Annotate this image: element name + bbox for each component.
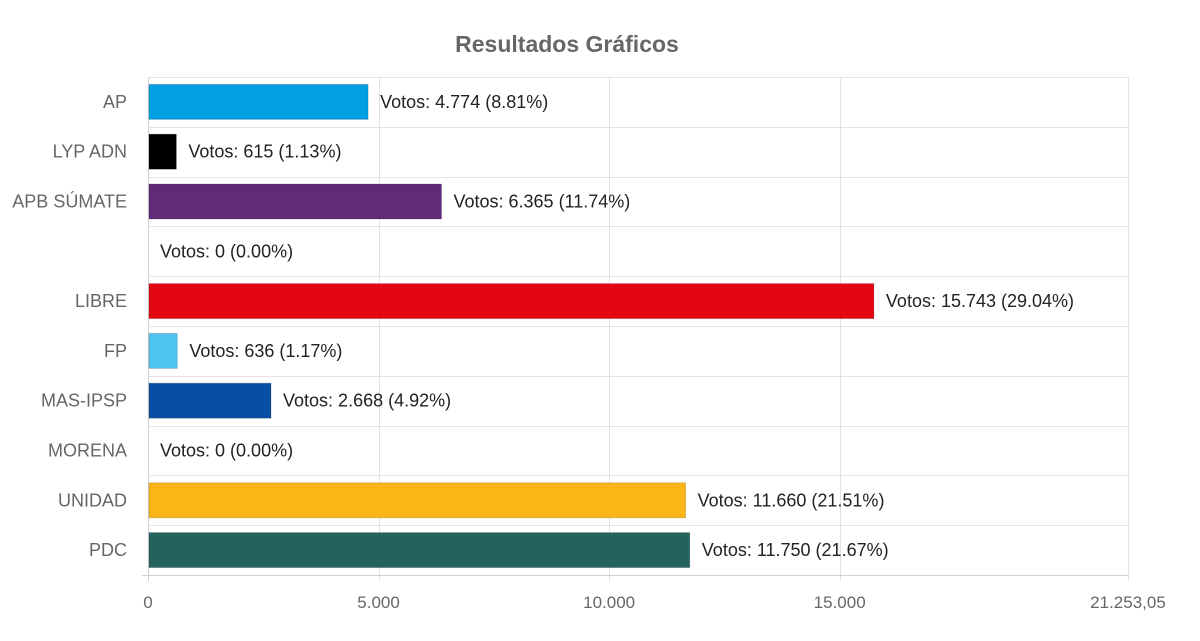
x-axis-ticks: 0 5.000 10.000 15.000 21.253,05 — [143, 593, 1166, 612]
data-label: Votos: 15.743 (29.04%) — [886, 291, 1074, 311]
bar[interactable] — [148, 332, 178, 369]
category-label: UNIDAD — [58, 490, 127, 510]
data-label: Votos: 4.774 (8.81%) — [380, 92, 548, 112]
data-labels: Votos: 4.774 (8.81%) Votos: 615 (1.13%) Vo… — [160, 92, 1074, 560]
x-tick-label: 0 — [143, 593, 152, 612]
data-label: Votos: 615 (1.13%) — [188, 142, 341, 162]
category-label: MAS-IPSP — [41, 391, 127, 411]
category-label: PDC — [89, 540, 127, 560]
category-labels: AP LYP ADN APB SÚMATE LIBRE FP MAS-IPSP MORENA… — [12, 92, 127, 560]
data-label: Votos: 6.365 (11.74%) — [453, 192, 630, 212]
data-label: Votos: 0 (0.00%) — [160, 441, 293, 461]
grid — [142, 77, 1129, 581]
category-label: MORENA — [48, 441, 127, 461]
category-label: LIBRE — [75, 291, 127, 311]
data-label: Votos: 636 (1.17%) — [189, 341, 342, 361]
category-label: APB SÚMATE — [12, 191, 127, 212]
data-label: Votos: 11.660 (21.51%) — [698, 490, 885, 510]
category-label: AP — [103, 92, 127, 112]
bar[interactable] — [148, 482, 687, 519]
chart-title: Resultados Gráficos — [455, 31, 679, 57]
bar[interactable] — [148, 283, 875, 320]
bar[interactable] — [148, 183, 442, 220]
bar[interactable] — [148, 133, 177, 170]
x-tick-label: 21.253,05 — [1090, 593, 1166, 612]
bar[interactable] — [148, 382, 272, 419]
data-label: Votos: 2.668 (4.92%) — [283, 391, 451, 411]
category-label: FP — [104, 341, 127, 361]
data-label: Votos: 0 (0.00%) — [160, 241, 293, 261]
x-tick-label: 10.000 — [583, 593, 635, 612]
x-tick-label: 15.000 — [814, 593, 866, 612]
category-label: LYP ADN — [53, 142, 127, 162]
bar[interactable] — [148, 83, 369, 120]
bar[interactable] — [148, 532, 691, 569]
bars — [148, 83, 875, 569]
x-tick-label: 5.000 — [357, 593, 400, 612]
data-label: Votos: 11.750 (21.67%) — [702, 540, 889, 560]
